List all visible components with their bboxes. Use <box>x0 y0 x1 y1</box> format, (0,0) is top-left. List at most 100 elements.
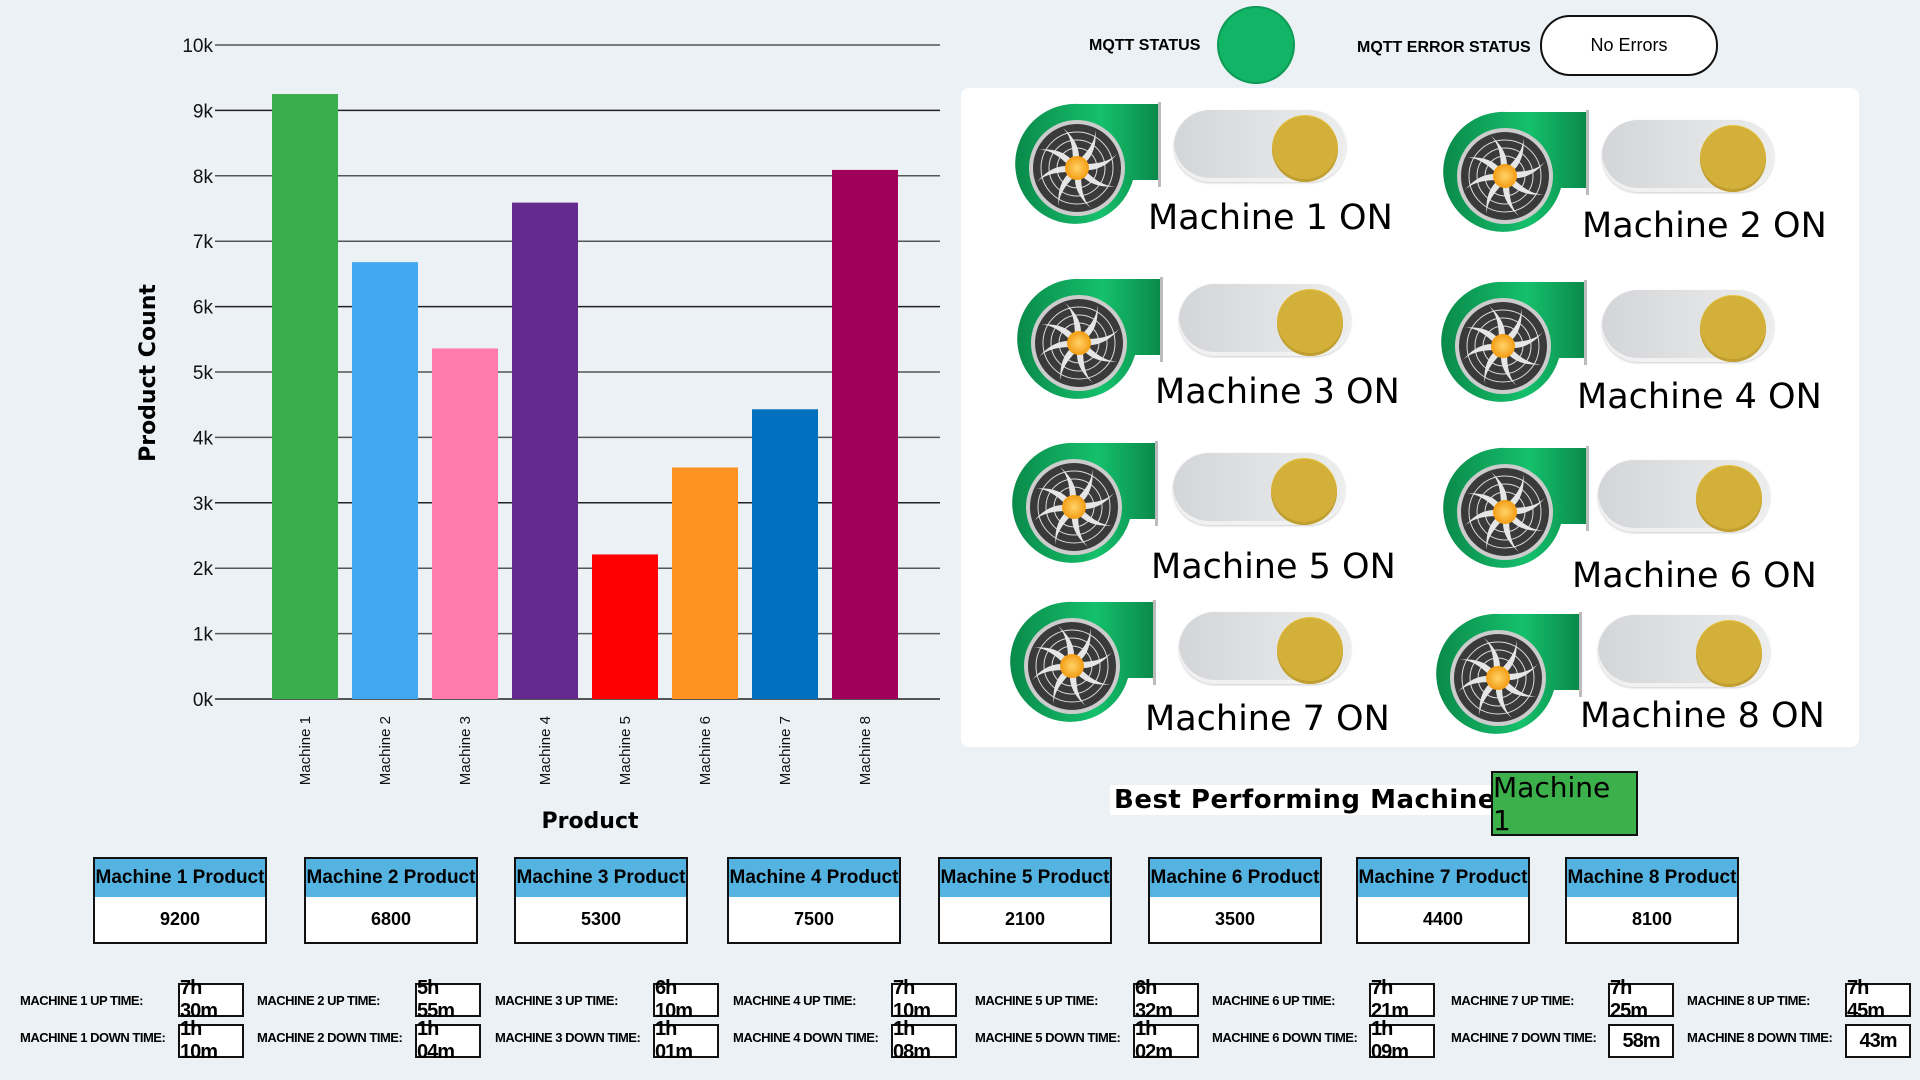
machine-1-product-card: Machine 1 Product 9200 <box>93 857 267 944</box>
machine-1-downtime-label: MACHINE 1 DOWN TIME: <box>20 1030 166 1045</box>
machine-2-toggle[interactable] <box>1602 120 1774 192</box>
machine-7-downtime-value: 58m <box>1608 1024 1674 1058</box>
machine-2-uptime-label: MACHINE 2 UP TIME: <box>257 993 380 1008</box>
y-tick-label: 0k <box>193 690 214 711</box>
machine-3-toggle[interactable] <box>1179 284 1351 356</box>
x-tick-label: Machine 6 <box>697 716 714 785</box>
machine-6-uptime-value: 7h 21m <box>1369 977 1435 1022</box>
product-count-bar-chart: 0k 1k 2k 3k 4k 5k 6k 7k 8k 9k 10k Machine 1 Machine… <box>136 36 940 834</box>
x-tick-label: Machine 2 <box>377 716 394 785</box>
machine-8-toggle[interactable] <box>1598 615 1770 687</box>
y-tick-label: 3k <box>193 494 214 515</box>
product-card-title: Machine 6 Product <box>1150 859 1320 897</box>
bar-machine-1[interactable] <box>272 94 338 700</box>
machine-2-downtime-label: MACHINE 2 DOWN TIME: <box>257 1030 403 1045</box>
fan-icon <box>1434 612 1582 744</box>
machine-3-uptime-value: 6h 10m <box>653 977 719 1022</box>
product-card-value: 4400 <box>1422 909 1464 929</box>
machine-6-toggle[interactable] <box>1598 460 1770 532</box>
machine-3-downtime-value: 1h 01m <box>653 1018 719 1063</box>
mqtt-status-indicator <box>1217 6 1295 84</box>
fan-icon <box>1013 102 1161 234</box>
machine-5-product-card: Machine 5 Product 2100 <box>938 857 1112 944</box>
machine-4-toggle[interactable] <box>1602 290 1774 362</box>
toggle-knob <box>1271 459 1337 525</box>
machine-2-status-label: Machine 2 ON <box>1582 206 1827 246</box>
product-card-value: 5300 <box>580 909 622 929</box>
machine-8-downtime-label: MACHINE 8 DOWN TIME: <box>1687 1030 1833 1045</box>
toggle-knob <box>1700 296 1766 362</box>
toggle-knob <box>1700 126 1766 192</box>
machine-4-downtime-value: 1h 08m <box>891 1018 957 1063</box>
machine-6-downtime-label: MACHINE 6 DOWN TIME: <box>1212 1030 1358 1045</box>
machine-6-product-card: Machine 6 Product 3500 <box>1148 857 1322 944</box>
machine-7-status-label: Machine 7 ON <box>1145 699 1390 739</box>
toggle-knob <box>1696 621 1762 687</box>
machine-1-uptime-value: 7h 30m <box>178 977 244 1022</box>
x-tick-label: Machine 8 <box>857 716 874 785</box>
machine-1-uptime-label: MACHINE 1 UP TIME: <box>20 993 143 1008</box>
product-card-value: 2100 <box>1004 909 1046 929</box>
y-tick-label: 10k <box>182 36 213 57</box>
product-card-title: Machine 3 Product <box>516 859 686 897</box>
mqtt-status-label: MQTT STATUS <box>1089 37 1201 54</box>
product-card-title: Machine 7 Product <box>1358 859 1528 897</box>
machine-5-uptime-value: 6h 32m <box>1133 977 1199 1022</box>
machine-8-product-card: Machine 8 Product 8100 <box>1565 857 1739 944</box>
fan-icon <box>1441 446 1589 578</box>
product-card-value: 6800 <box>370 909 412 929</box>
machine-1-toggle[interactable] <box>1174 110 1346 182</box>
bar-machine-8[interactable] <box>832 169 898 699</box>
bar-machine-6[interactable] <box>672 467 738 699</box>
machine-8-uptime-value: 7h 45m <box>1845 977 1911 1022</box>
toggle-knob <box>1696 466 1762 532</box>
product-card-title: Machine 2 Product <box>306 859 476 897</box>
fan-icon <box>1439 280 1587 412</box>
y-tick-label: 5k <box>193 363 214 384</box>
machine-5-toggle[interactable] <box>1173 453 1345 525</box>
bar-machine-5[interactable] <box>592 554 658 699</box>
machine-7-uptime-label: MACHINE 7 UP TIME: <box>1451 993 1574 1008</box>
y-tick-label: 8k <box>193 167 214 188</box>
machine-2-downtime-value: 1h 04m <box>415 1018 481 1063</box>
product-card-title: Machine 8 Product <box>1567 859 1737 897</box>
x-tick-label: Machine 7 <box>777 716 794 785</box>
bar-machine-2[interactable] <box>352 262 418 699</box>
toggle-knob <box>1272 116 1338 182</box>
y-tick-label: 7k <box>193 232 214 253</box>
machine-5-uptime-label: MACHINE 5 UP TIME: <box>975 993 1098 1008</box>
product-card-title: Machine 5 Product <box>940 859 1110 897</box>
mqtt-error-status-label: MQTT ERROR STATUS <box>1357 39 1531 56</box>
machine-3-product-card: Machine 3 Product 5300 <box>514 857 688 944</box>
bar-machine-3[interactable] <box>432 348 498 699</box>
machine-3-status-label: Machine 3 ON <box>1155 372 1400 412</box>
machine-6-status-label: Machine 6 ON <box>1572 556 1817 596</box>
machine-2-uptime-value: 5h 55m <box>415 977 481 1022</box>
bar-machine-4[interactable] <box>512 202 578 699</box>
y-tick-label: 2k <box>193 559 214 580</box>
machine-4-uptime-value: 7h 10m <box>891 977 957 1022</box>
y-tick-label: 4k <box>193 428 214 449</box>
machine-7-uptime-value: 7h 25m <box>1608 977 1674 1022</box>
bar-machine-7[interactable] <box>752 409 818 699</box>
x-axis-title: Product <box>541 809 639 834</box>
best-machine-label: Best Performing Machine: <box>1110 785 1511 815</box>
x-tick-label: Machine 4 <box>537 716 554 785</box>
machine-8-status-label: Machine 8 ON <box>1580 696 1825 736</box>
best-machine-value: Machine 1 <box>1491 771 1638 837</box>
product-card-value: 7500 <box>793 909 835 929</box>
machine-7-toggle[interactable] <box>1179 612 1351 684</box>
machine-2-product-card: Machine 2 Product 6800 <box>304 857 478 944</box>
machine-4-downtime-label: MACHINE 4 DOWN TIME: <box>733 1030 879 1045</box>
product-card-title: Machine 1 Product <box>95 859 265 897</box>
machine-5-downtime-label: MACHINE 5 DOWN TIME: <box>975 1030 1121 1045</box>
fan-icon <box>1441 110 1589 242</box>
product-card-value: 8100 <box>1631 909 1673 929</box>
x-tick-label: Machine 5 <box>617 716 634 785</box>
machine-1-status-label: Machine 1 ON <box>1148 198 1393 238</box>
product-card-title: Machine 4 Product <box>729 859 899 897</box>
product-card-value: 3500 <box>1214 909 1256 929</box>
mqtt-error-status-value: No Errors <box>1540 15 1718 76</box>
machine-8-uptime-label: MACHINE 8 UP TIME: <box>1687 993 1810 1008</box>
machine-3-downtime-label: MACHINE 3 DOWN TIME: <box>495 1030 641 1045</box>
